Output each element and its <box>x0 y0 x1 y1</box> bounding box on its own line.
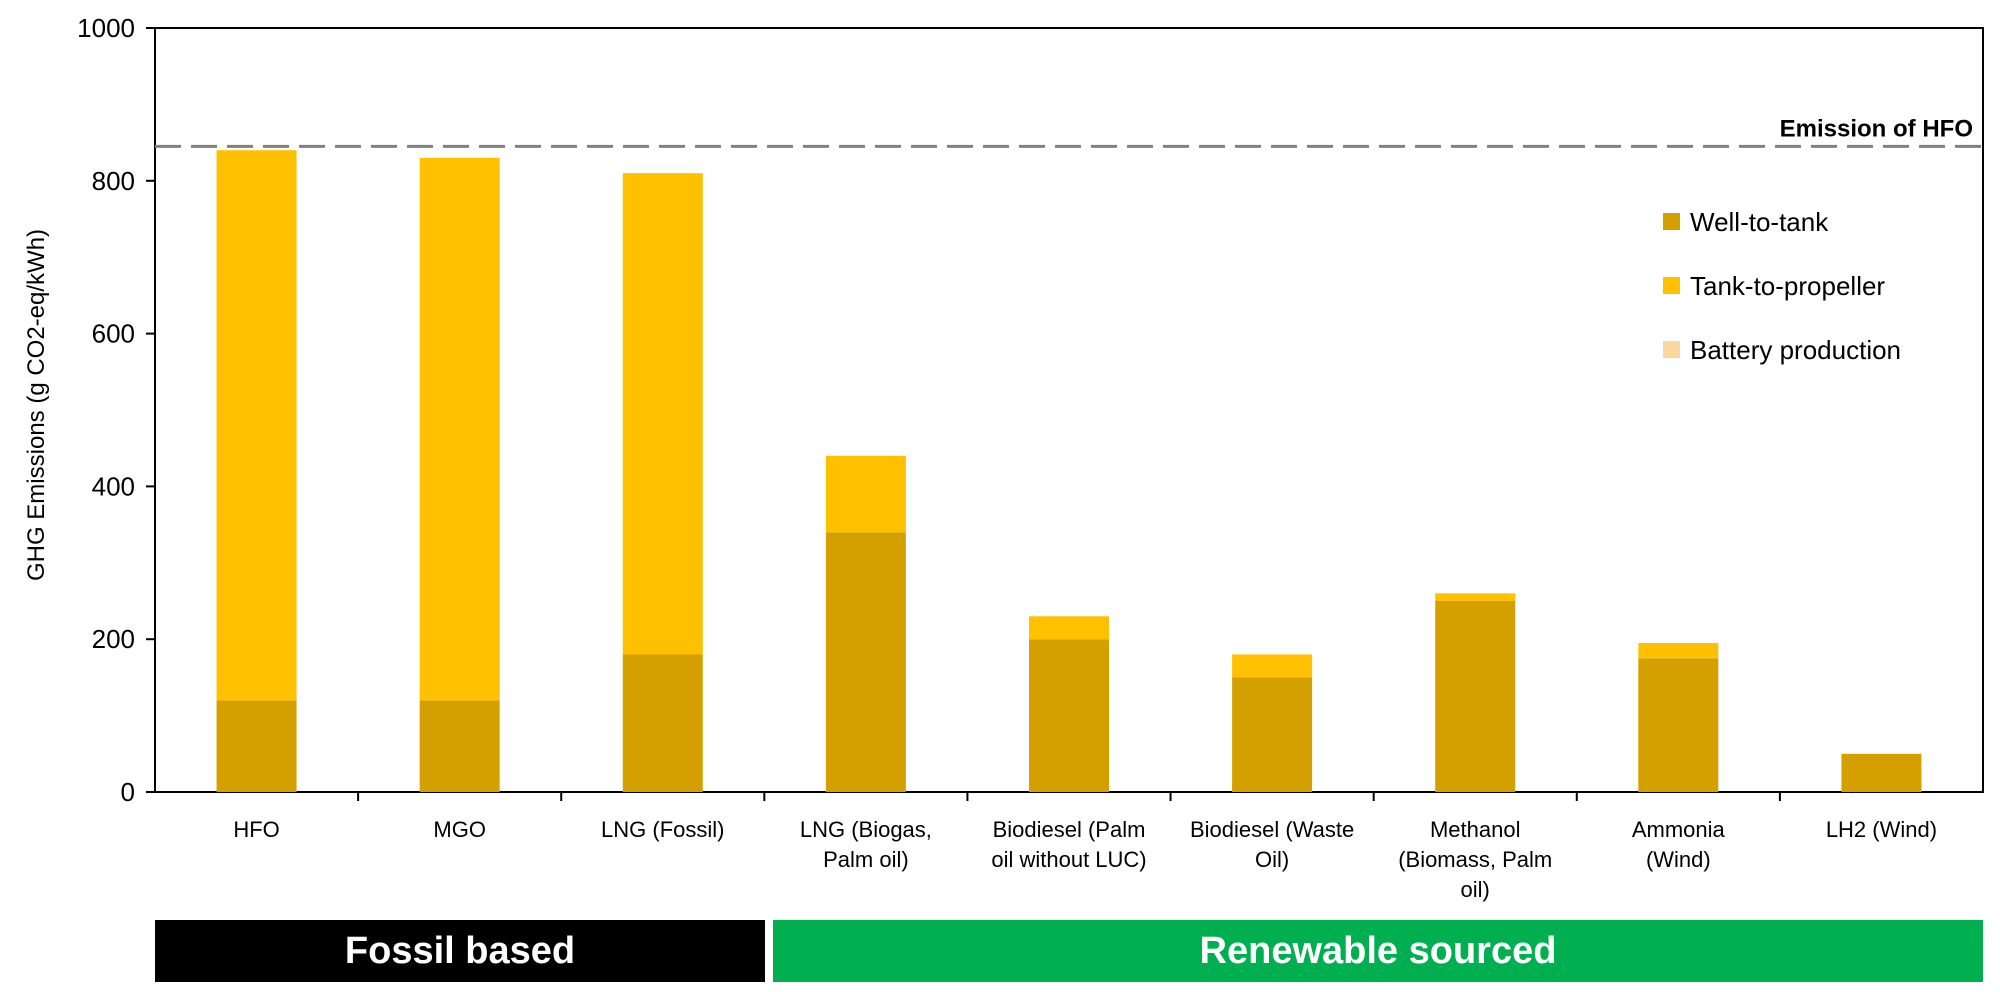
x-category-label-0-0: HFO <box>233 817 279 842</box>
bar-tank-to-propeller-3 <box>825 455 906 533</box>
x-category-label-3-1: Palm oil) <box>823 847 909 872</box>
bar-tank-to-propeller-4 <box>1029 616 1109 640</box>
x-category-label-7-0: Ammonia <box>1632 817 1726 842</box>
bar-tank-to-propeller-6 <box>1435 593 1516 601</box>
renewable-sourced-band: Renewable sourced <box>773 920 1983 982</box>
bar-well-to-tank-6 <box>1435 601 1516 792</box>
bar-well-to-tank-5 <box>1232 677 1313 792</box>
bar-tank-to-propeller-0 <box>216 150 297 701</box>
bar-well-to-tank-3 <box>825 532 906 792</box>
x-category-label-5-0: Biodiesel (Waste <box>1190 817 1354 842</box>
legend-label-well-to-tank: Well-to-tank <box>1690 207 1829 237</box>
legend-swatch-battery-production <box>1663 341 1680 358</box>
x-category-label-6-2: oil) <box>1461 877 1490 902</box>
x-category-label-6-0: Methanol <box>1430 817 1521 842</box>
legend-swatch-tank-to-propeller <box>1663 277 1680 294</box>
x-category-label-1-0: MGO <box>433 817 486 842</box>
legend-label-tank-to-propeller: Tank-to-propeller <box>1690 271 1885 301</box>
fossil-based-band: Fossil based <box>155 920 765 982</box>
x-category-label-3-0: LNG (Biogas, <box>800 817 932 842</box>
bar-well-to-tank-8 <box>1841 753 1922 792</box>
x-category-label-2-0: LNG (Fossil) <box>601 817 724 842</box>
x-category-label-5-1: Oil) <box>1255 847 1289 872</box>
bar-tank-to-propeller-7 <box>1638 643 1719 659</box>
bar-tank-to-propeller-5 <box>1232 654 1313 678</box>
fossil-based-label: Fossil based <box>344 929 576 972</box>
bar-tank-to-propeller-1 <box>419 157 500 701</box>
y-tick-label-400: 400 <box>92 471 135 501</box>
y-tick-label-600: 600 <box>92 319 135 349</box>
renewable-sourced-label: Renewable sourced <box>1199 929 1557 972</box>
hfo-reference-label: Emission of HFO <box>1780 115 1973 142</box>
y-tick-label-800: 800 <box>92 166 135 196</box>
y-tick-label-200: 200 <box>92 624 135 654</box>
bar-well-to-tank-0 <box>216 700 297 792</box>
x-category-label-4-1: oil without LUC) <box>991 847 1146 872</box>
legend-swatch-well-to-tank <box>1663 213 1680 230</box>
bar-well-to-tank-2 <box>622 654 703 792</box>
bar-well-to-tank-4 <box>1029 639 1109 792</box>
y-tick-label-0: 0 <box>121 777 135 807</box>
bar-tank-to-propeller-2 <box>622 173 703 655</box>
y-tick-label-1000: 1000 <box>77 13 135 43</box>
x-category-label-8-0: LH2 (Wind) <box>1826 817 1937 842</box>
bar-well-to-tank-1 <box>419 700 500 792</box>
y-axis-label: GHG Emissions (g CO2-eq/kWh) <box>23 229 50 581</box>
x-category-label-7-1: (Wind) <box>1646 847 1711 872</box>
x-category-label-6-1: (Biomass, Palm <box>1398 847 1552 872</box>
legend-label-battery-production: Battery production <box>1690 335 1901 365</box>
x-category-label-4-0: Biodiesel (Palm <box>993 817 1146 842</box>
bar-well-to-tank-7 <box>1638 658 1719 792</box>
